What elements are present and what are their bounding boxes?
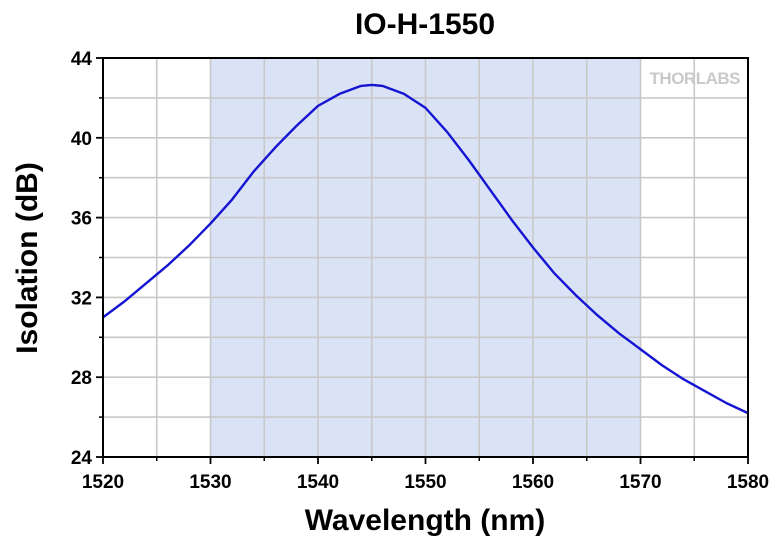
x-tick-label: 1570 bbox=[619, 472, 661, 493]
y-axis-label: Isolation (dB) bbox=[11, 162, 44, 354]
x-axis-label: Wavelength (nm) bbox=[305, 504, 546, 537]
y-tick-label: 40 bbox=[71, 129, 92, 150]
x-tick-label: 1540 bbox=[297, 472, 339, 493]
thorlabs-logo: THORLABS bbox=[650, 69, 741, 88]
x-tick-label: 1530 bbox=[189, 472, 231, 493]
x-tick-label: 1550 bbox=[404, 472, 446, 493]
y-tick-label: 32 bbox=[71, 288, 92, 309]
y-tick-label: 44 bbox=[71, 49, 93, 70]
x-tick-label: 1520 bbox=[82, 472, 124, 493]
chart-title: IO-H-1550 bbox=[355, 8, 495, 41]
x-tick-label: 1560 bbox=[512, 472, 554, 493]
x-tick-label: 1580 bbox=[727, 472, 769, 493]
y-tick-label: 24 bbox=[71, 448, 93, 469]
y-tick-label: 36 bbox=[71, 209, 92, 230]
isolation-curve bbox=[102, 83, 749, 415]
y-tick-label: 28 bbox=[71, 368, 92, 389]
